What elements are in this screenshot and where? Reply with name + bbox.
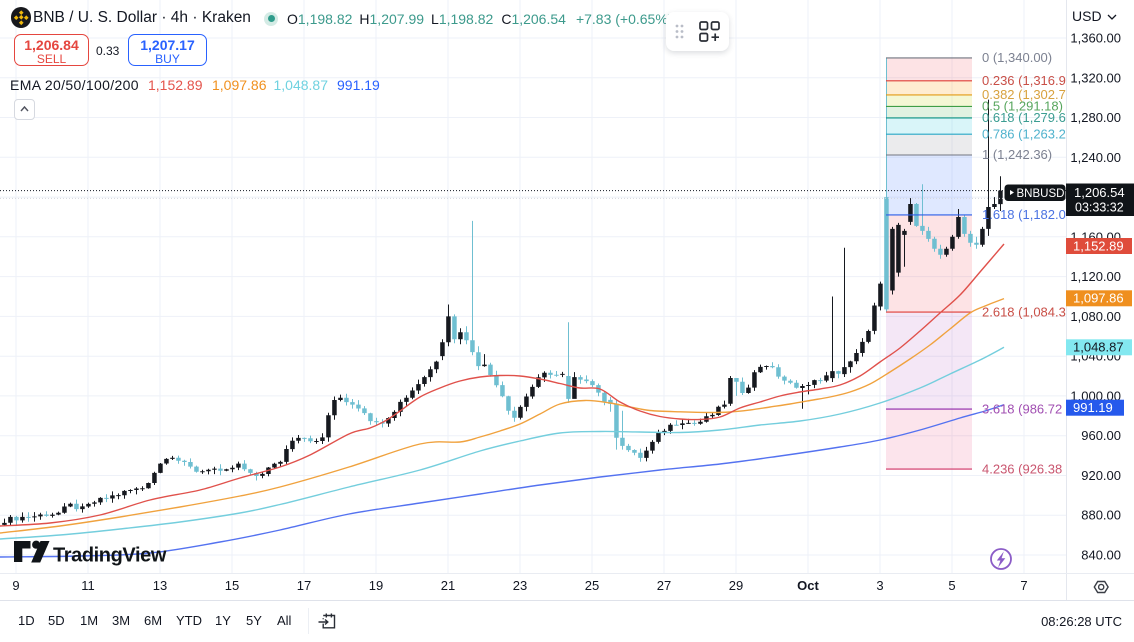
svg-text:0.618 (1,279.6: 0.618 (1,279.6 (982, 110, 1066, 125)
svg-text:17: 17 (297, 578, 311, 593)
svg-text:2.618 (1,084.3: 2.618 (1,084.3 (982, 304, 1066, 319)
svg-text:1,152.89: 1,152.89 (1073, 238, 1124, 253)
svg-text:0.786 (1,263.2: 0.786 (1,263.2 (982, 126, 1066, 141)
svg-text:991.19: 991.19 (1073, 400, 1113, 415)
svg-text:1,080.00: 1,080.00 (1070, 309, 1121, 324)
svg-text:25: 25 (585, 578, 599, 593)
svg-text:23: 23 (513, 578, 527, 593)
svg-text:1,000.00: 1,000.00 (1070, 388, 1121, 403)
svg-text:1.618 (1,182.0: 1.618 (1,182.0 (982, 207, 1066, 222)
svg-text:960.00: 960.00 (1081, 428, 1121, 443)
svg-text:19: 19 (369, 578, 383, 593)
svg-text:27: 27 (657, 578, 671, 593)
svg-text:Oct: Oct (797, 578, 819, 593)
svg-text:7: 7 (1020, 578, 1027, 593)
svg-text:3: 3 (876, 578, 883, 593)
svg-text:840.00: 840.00 (1081, 548, 1121, 563)
svg-text:0.382 (1,302.7: 0.382 (1,302.7 (982, 87, 1066, 102)
svg-text:1,240.00: 1,240.00 (1070, 150, 1121, 165)
svg-text:TradingView: TradingView (53, 545, 167, 567)
svg-text:1,280.00: 1,280.00 (1070, 110, 1121, 125)
svg-text:BNBUSD: BNBUSD (1017, 188, 1065, 200)
svg-text:3.618 (986.72: 3.618 (986.72 (982, 401, 1062, 416)
svg-text:11: 11 (81, 578, 95, 593)
svg-text:0.236 (1,316.9: 0.236 (1,316.9 (982, 73, 1066, 88)
svg-text:1,048.87: 1,048.87 (1073, 340, 1124, 355)
svg-text:1 (1,242.36): 1 (1,242.36) (982, 147, 1052, 162)
svg-text:1,120.00: 1,120.00 (1070, 269, 1121, 284)
svg-text:880.00: 880.00 (1081, 508, 1121, 523)
svg-text:5: 5 (948, 578, 955, 593)
svg-text:29: 29 (729, 578, 743, 593)
svg-text:1,320.00: 1,320.00 (1070, 70, 1121, 85)
svg-text:9: 9 (12, 578, 19, 593)
svg-text:13: 13 (153, 578, 167, 593)
svg-text:03:33:32: 03:33:32 (1075, 201, 1124, 215)
svg-text:1,360.00: 1,360.00 (1070, 31, 1121, 46)
svg-text:15: 15 (225, 578, 239, 593)
svg-text:4.236 (926.38: 4.236 (926.38 (982, 461, 1062, 476)
svg-text:1,097.86: 1,097.86 (1073, 291, 1124, 306)
svg-text:920.00: 920.00 (1081, 468, 1121, 483)
svg-text:1,206.54: 1,206.54 (1074, 185, 1125, 200)
svg-text:0 (1,340.00): 0 (1,340.00) (982, 50, 1052, 65)
svg-text:0.5 (1,291.18): 0.5 (1,291.18) (982, 99, 1063, 114)
svg-text:21: 21 (441, 578, 455, 593)
